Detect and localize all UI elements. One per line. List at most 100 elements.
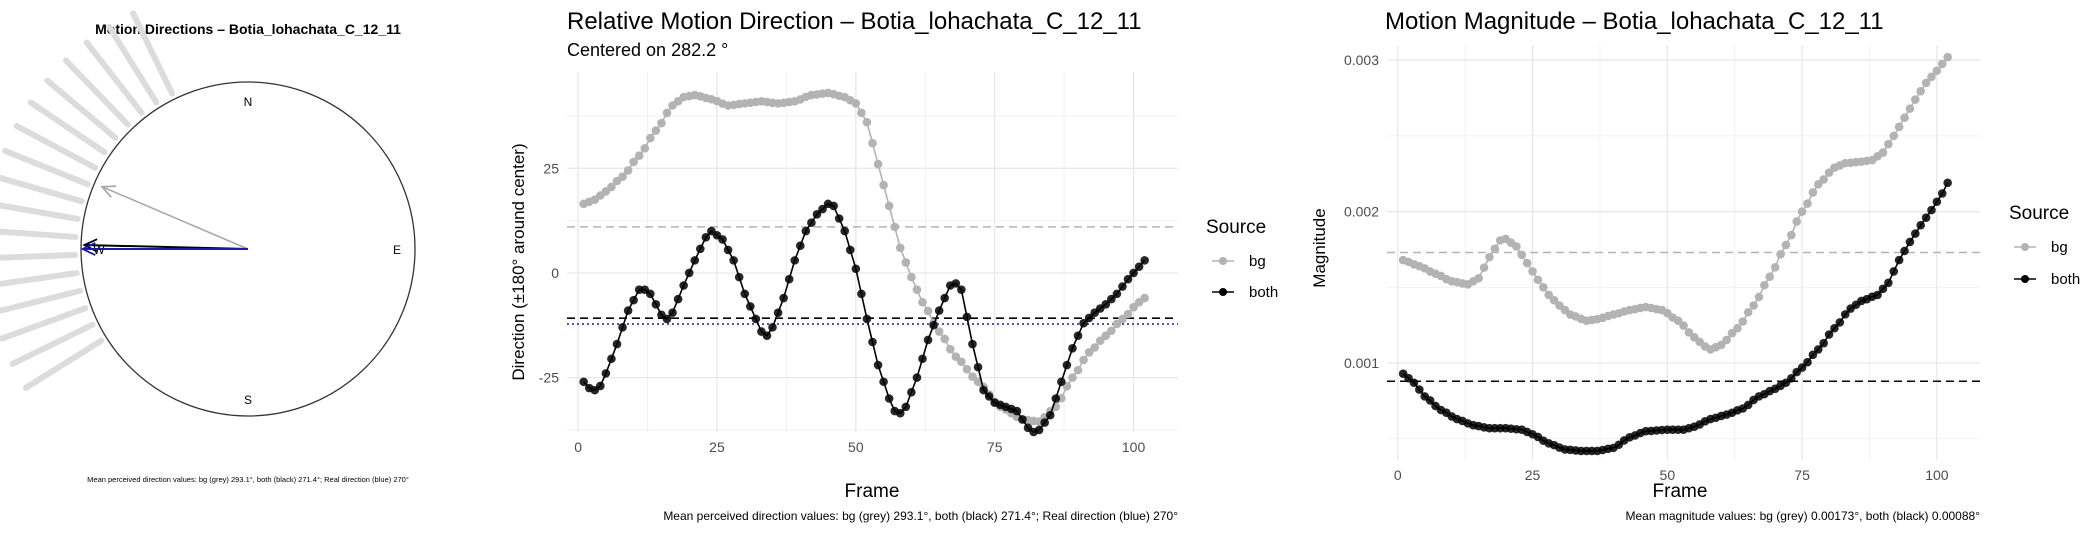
magnitude-legend: Source bg both [2009, 203, 2080, 288]
direction-point-both [807, 218, 816, 227]
compass-caption: Mean perceived direction values: bg (gre… [87, 475, 409, 484]
magnitude-point-both [1921, 213, 1931, 222]
direction-point-both [740, 289, 750, 299]
magnitude-point-bg [1921, 78, 1931, 88]
direction-point-both [1107, 294, 1116, 304]
direction-point-both [1012, 406, 1022, 416]
compass-fan-ray [0, 305, 89, 342]
direction-point-bg [912, 285, 922, 294]
direction-point-both [940, 293, 950, 303]
direction-point-both [1101, 300, 1111, 309]
direction-point-both [857, 289, 866, 299]
magnitude-point-both [1808, 350, 1818, 360]
direction-legend-bg-label: bg [1249, 253, 1266, 270]
magnitude-point-both [1425, 396, 1435, 405]
direction-point-both [884, 394, 894, 403]
magnitude-point-bg [1770, 263, 1780, 272]
compass-fan-ray [0, 174, 85, 205]
direction-point-both [879, 377, 888, 387]
direction-point-both [1079, 318, 1088, 328]
direction-point-bg [629, 157, 638, 167]
direction-point-both [968, 339, 977, 349]
magnitude-point-both [1835, 318, 1845, 327]
magnitude-y-tick-label: 0.002 [1344, 204, 1379, 220]
direction-point-bg [940, 334, 950, 344]
compass-fan-ray [13, 122, 99, 171]
direction-point-both [1045, 410, 1055, 420]
compass-arrow-bg [101, 186, 249, 250]
direction-point-both [973, 362, 983, 372]
direction-point-both [1068, 343, 1077, 353]
direction-point-both [1112, 289, 1122, 299]
magnitude-point-both [1797, 363, 1807, 372]
magnitude-title: Motion Magnitude – Botia_lohachata_C_12_… [1385, 8, 1884, 35]
direction-point-bg [1140, 293, 1149, 303]
direction-point-both [834, 214, 844, 223]
magnitude-x-tick-label: 75 [1794, 467, 1810, 483]
direction-point-bg [901, 258, 911, 267]
compass-fan-ray [0, 252, 79, 261]
direction-point-bg [1123, 309, 1133, 319]
direction-point-bg [623, 166, 633, 175]
direction-point-both [1034, 425, 1044, 435]
magnitude-point-both [1889, 267, 1899, 276]
direction-point-both [684, 268, 694, 278]
direction-point-both [629, 295, 638, 305]
direction-point-bg [934, 327, 944, 336]
magnitude-point-bg [1797, 207, 1807, 216]
compass-arrowhead-real [80, 242, 96, 256]
direction-x-tick-label: 25 [709, 439, 725, 455]
direction-point-both [790, 256, 800, 265]
direction-point-bg [1073, 365, 1083, 375]
magnitude-point-both [1819, 338, 1828, 348]
direction-point-bg [662, 108, 672, 118]
direction-point-both [696, 244, 705, 254]
direction-point-both [918, 354, 927, 364]
direction-point-both [912, 373, 922, 382]
direction-panel: Relative Motion Direction – Botia_lohach… [509, 8, 1278, 523]
direction-point-both [1084, 313, 1094, 323]
direction-point-both [1129, 268, 1138, 278]
direction-point-both [673, 294, 683, 304]
direction-point-bg [962, 364, 972, 374]
compass-fan-ray [0, 270, 80, 287]
direction-point-both [929, 320, 938, 330]
direction-legend-both-marker [1219, 288, 1227, 296]
direction-point-bg [1129, 302, 1138, 312]
direction-point-both [1134, 262, 1144, 271]
direction-point-both [934, 306, 944, 315]
direction-point-bg [973, 377, 983, 387]
direction-point-bg [879, 180, 888, 190]
magnitude-legend-both-marker [2021, 275, 2029, 283]
compass-fan-ray [27, 99, 108, 156]
magnitude-point-both [1409, 378, 1419, 388]
magnitude-point-both [1900, 246, 1909, 256]
direction-point-bg [1068, 373, 1077, 382]
direction-point-bg [957, 357, 966, 367]
magnitude-point-bg [1533, 275, 1543, 285]
magnitude-point-both [1932, 197, 1942, 207]
magnitude-legend-bg-marker [2021, 243, 2029, 251]
magnitude-point-bg [1722, 335, 1731, 345]
direction-point-bg [868, 138, 877, 148]
magnitude-point-bg [1512, 242, 1521, 251]
compass-label-s: S [244, 393, 252, 407]
direction-x-label: Frame [845, 481, 900, 502]
direction-x-tick-label: 100 [1122, 439, 1146, 455]
magnitude-point-both [1787, 373, 1796, 383]
compass-fan-ray [0, 202, 81, 222]
magnitude-point-both [1830, 323, 1839, 333]
direction-point-bg [657, 118, 666, 128]
magnitude-point-bg [1878, 148, 1888, 157]
magnitude-point-bg [1927, 72, 1936, 82]
direction-point-both [829, 201, 838, 211]
direction-point-both [662, 314, 672, 324]
magnitude-point-bg [1479, 263, 1489, 272]
direction-point-both [1040, 418, 1049, 427]
magnitude-point-both [1873, 290, 1882, 300]
direction-point-bg [1107, 326, 1116, 336]
magnitude-panel: Motion Magnitude – Botia_lohachata_C_12_… [1310, 8, 2080, 523]
magnitude-legend-bg-label: bg [2051, 239, 2068, 256]
compass-arrowhead-bg [100, 185, 117, 198]
direction-point-bg [1101, 331, 1111, 341]
